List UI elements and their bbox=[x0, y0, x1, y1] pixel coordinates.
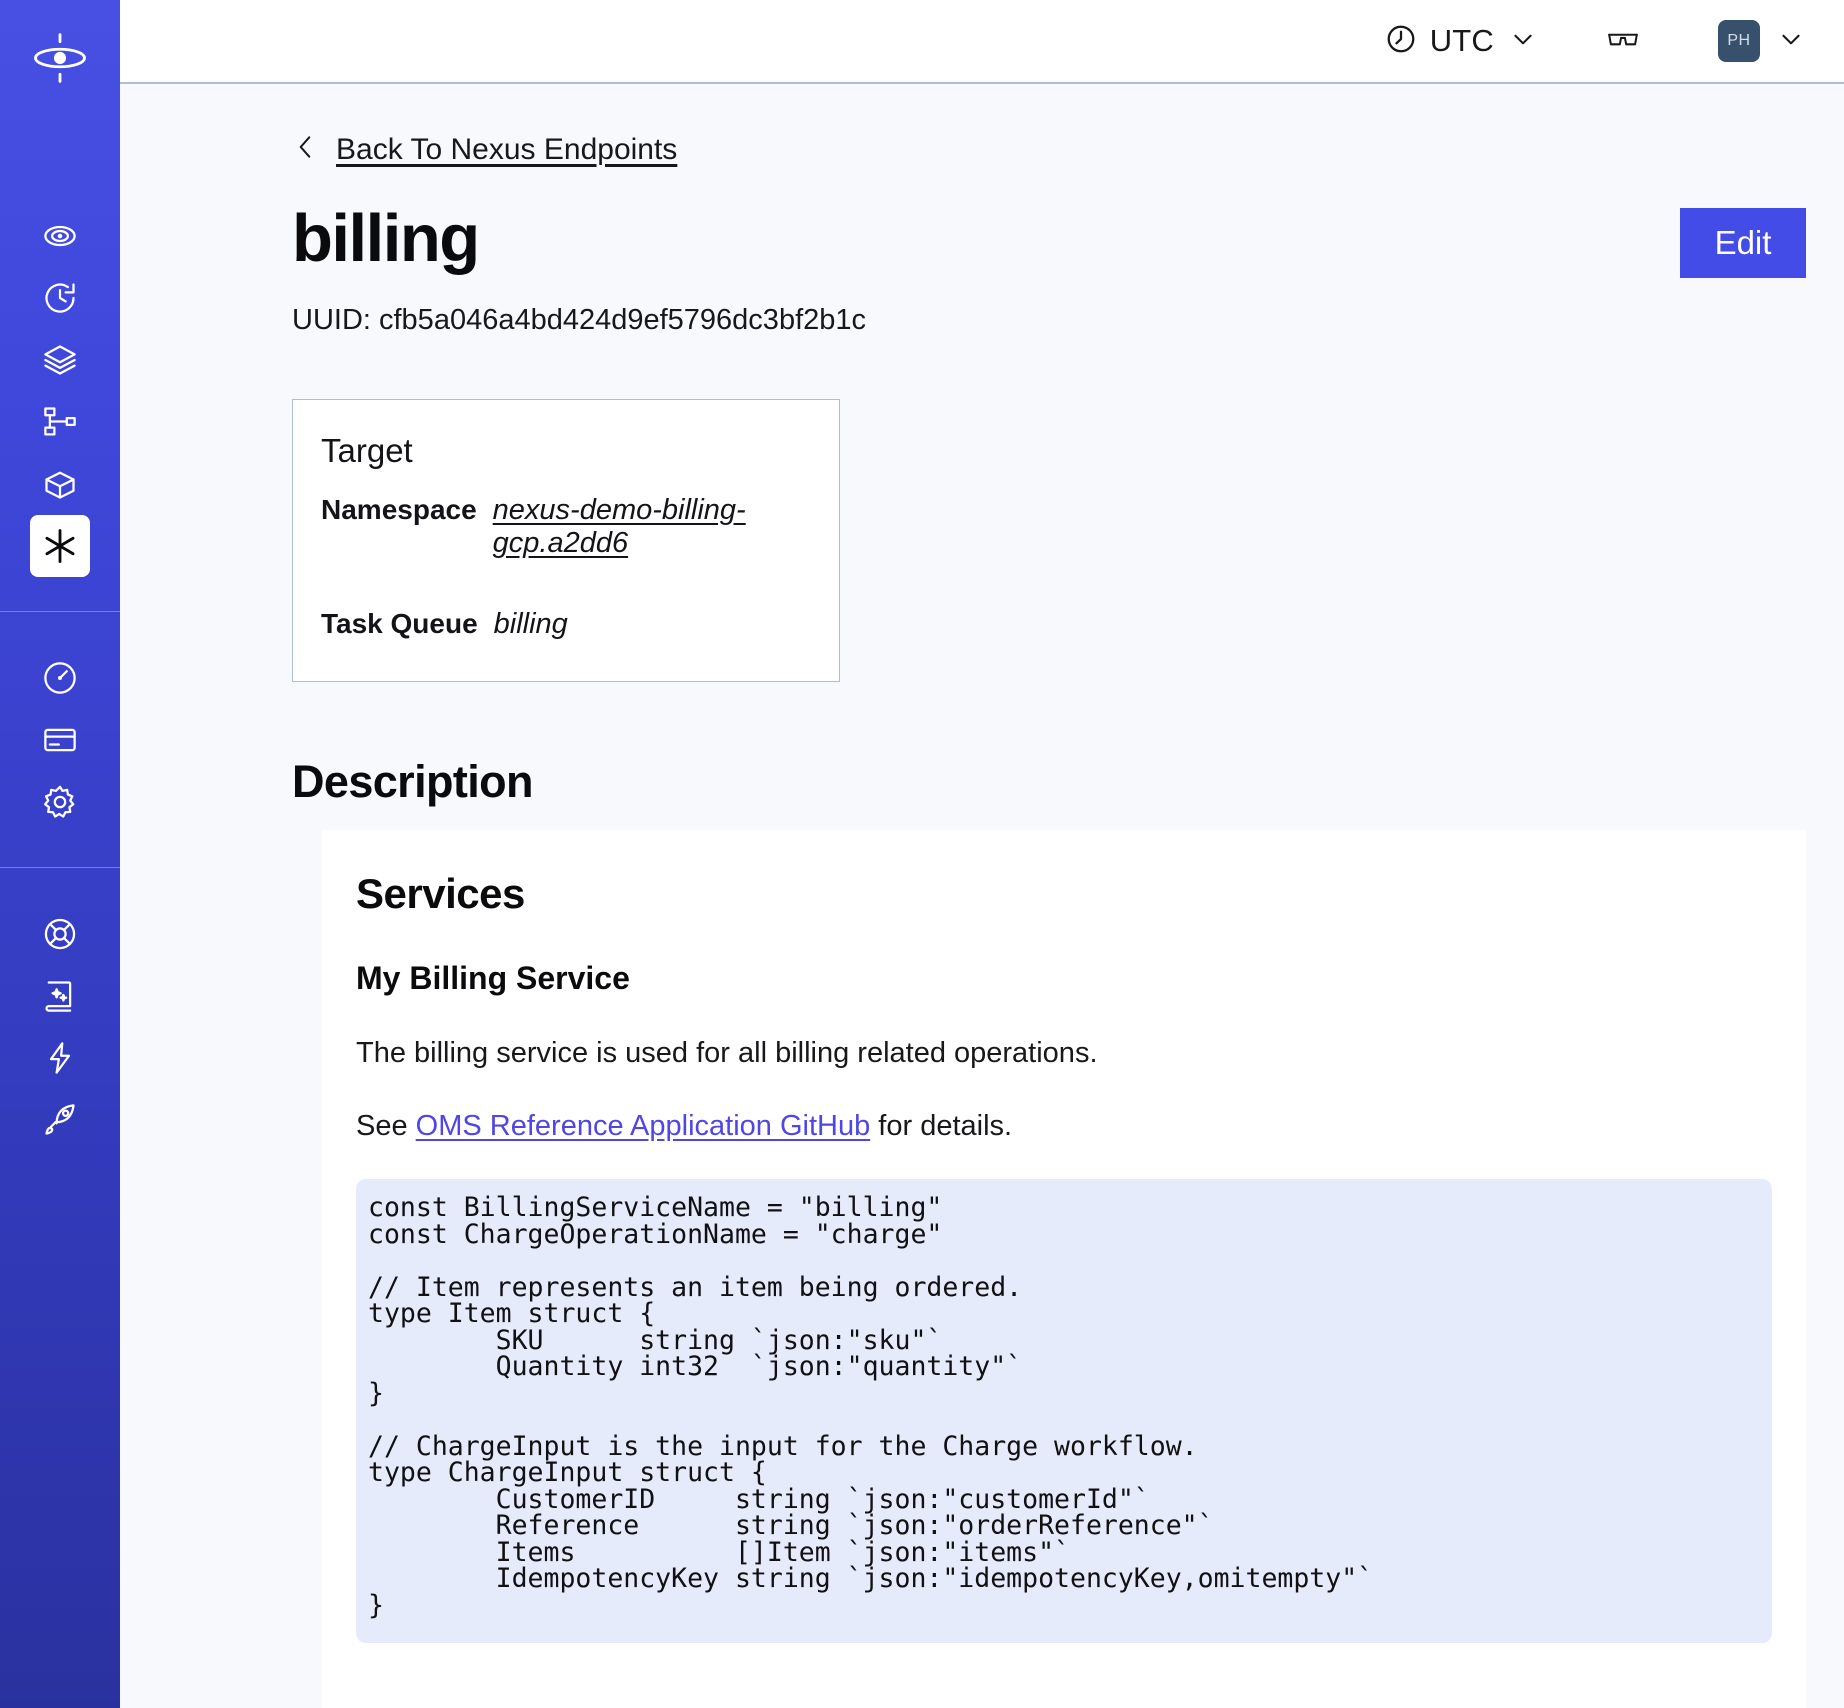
user-menu[interactable]: PH bbox=[1718, 20, 1804, 62]
page-content: Back To Nexus Endpoints billing Edit UUI… bbox=[120, 84, 1844, 1708]
sidebar-item-settings[interactable] bbox=[30, 771, 90, 833]
sidebar-item-docs[interactable] bbox=[30, 965, 90, 1027]
chevron-left-icon bbox=[292, 132, 318, 167]
sidebar-group-workspace bbox=[0, 120, 120, 577]
sidebar-item-quick-actions[interactable] bbox=[30, 1027, 90, 1089]
lifebuoy-icon bbox=[42, 916, 78, 952]
app-logo[interactable] bbox=[0, 0, 120, 120]
chevron-down-icon bbox=[1778, 26, 1804, 57]
sidebar-item-recent-workflows[interactable] bbox=[30, 205, 90, 267]
lightning-icon bbox=[42, 1040, 78, 1076]
avatar: PH bbox=[1718, 20, 1760, 62]
service-code-block: const BillingServiceName = "billing" con… bbox=[356, 1179, 1772, 1643]
sidebar-group-help bbox=[0, 868, 120, 1151]
edit-button[interactable]: Edit bbox=[1680, 208, 1806, 278]
docs-sparkle-icon bbox=[42, 978, 78, 1014]
sidebar-divider-1 bbox=[0, 611, 120, 612]
target-namespace-label: Namespace bbox=[321, 494, 477, 525]
sidebar-item-batch-operations[interactable] bbox=[30, 329, 90, 391]
target-task-queue-value: billing bbox=[493, 608, 568, 640]
usage-icon bbox=[42, 660, 78, 696]
top-bar: UTC PH bbox=[120, 0, 1844, 84]
see-suffix: for details. bbox=[870, 1110, 1013, 1142]
recent-workflows-icon bbox=[42, 218, 78, 254]
main-area: UTC PH bbox=[120, 0, 1844, 1708]
gear-icon bbox=[42, 784, 78, 820]
sidebar-item-billing[interactable] bbox=[30, 709, 90, 771]
rocket-icon bbox=[42, 1102, 78, 1138]
sidebar-item-archive[interactable] bbox=[30, 453, 90, 515]
glasses-icon bbox=[1606, 22, 1640, 61]
primary-sidebar bbox=[0, 0, 120, 1708]
schedules-icon bbox=[42, 280, 78, 316]
description-heading: Description bbox=[292, 756, 534, 807]
target-card: Target Namespace nexus-demo-billing-gcp.… bbox=[292, 399, 840, 682]
back-link[interactable]: Back To Nexus Endpoints bbox=[292, 132, 677, 167]
service-reference-paragraph: See OMS Reference Application GitHub for… bbox=[356, 1110, 1772, 1143]
chevron-down-icon bbox=[1510, 26, 1536, 57]
endpoint-uuid: UUID: cfb5a046a4bd424d9ef5796dc3bf2b1c bbox=[292, 304, 867, 336]
temporal-logo-icon bbox=[32, 30, 88, 91]
target-namespace-value[interactable]: nexus-demo-billing-gcp.a2dd6 bbox=[492, 494, 746, 559]
oms-reference-link[interactable]: OMS Reference Application GitHub bbox=[415, 1110, 871, 1142]
timezone-selector[interactable]: UTC bbox=[1385, 23, 1536, 60]
reading-mode-toggle[interactable] bbox=[1606, 22, 1640, 61]
service-description-paragraph: The billing service is used for all bill… bbox=[356, 1037, 1098, 1069]
billing-icon bbox=[42, 722, 78, 758]
see-prefix: See bbox=[356, 1110, 416, 1142]
page-header-section: Back To Nexus Endpoints billing Edit UUI… bbox=[120, 84, 1844, 808]
sidebar-group-account bbox=[0, 612, 120, 833]
timezone-label: UTC bbox=[1429, 23, 1494, 58]
clock-icon bbox=[1385, 23, 1417, 60]
nexus-icon bbox=[41, 527, 79, 565]
sidebar-item-schedules[interactable] bbox=[30, 267, 90, 329]
back-link-label: Back To Nexus Endpoints bbox=[336, 132, 678, 166]
archive-icon bbox=[42, 466, 78, 502]
task-queues-icon bbox=[42, 404, 78, 440]
service-name-heading: My Billing Service bbox=[356, 960, 630, 996]
sidebar-item-get-started[interactable] bbox=[30, 1089, 90, 1151]
target-heading: Target bbox=[321, 432, 413, 469]
sidebar-item-nexus[interactable] bbox=[30, 515, 90, 577]
target-task-queue-row: Task Queue billing bbox=[321, 608, 839, 641]
title-row: billing Edit bbox=[292, 205, 1806, 278]
target-namespace-row: Namespace nexus-demo-billing-gcp.a2dd6 bbox=[321, 494, 839, 560]
sidebar-item-task-queues[interactable] bbox=[30, 391, 90, 453]
services-heading: Services bbox=[356, 870, 525, 917]
target-task-queue-label: Task Queue bbox=[321, 608, 478, 639]
description-panel: Services My Billing Service The billing … bbox=[322, 830, 1806, 1708]
sidebar-item-support[interactable] bbox=[30, 903, 90, 965]
sidebar-divider-2 bbox=[0, 867, 120, 868]
batch-operations-icon bbox=[42, 342, 78, 378]
sidebar-item-usage[interactable] bbox=[30, 647, 90, 709]
page-title: billing bbox=[292, 201, 480, 276]
